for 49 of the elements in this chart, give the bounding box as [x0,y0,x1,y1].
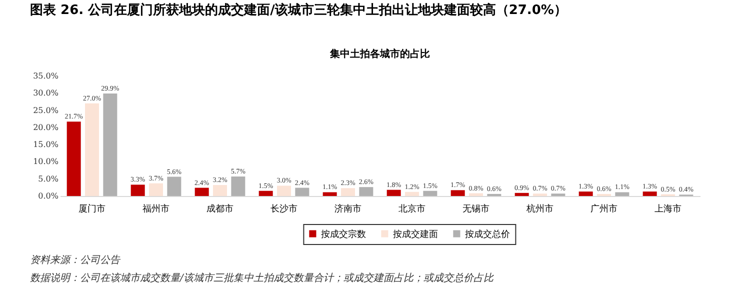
legend-label: 按成交建面 [393,228,438,240]
bar [231,176,246,196]
bar [359,187,374,196]
bar [386,190,401,196]
bar [194,188,209,196]
bar [149,183,163,196]
bar [642,192,657,196]
x-tick-label: 广州市 [590,204,618,214]
y-tick-label: 15.0% [33,140,59,150]
x-tick-label: 济南市 [334,204,362,214]
y-tick-label: 25.0% [33,106,59,115]
x-tick-label: 上海市 [654,204,682,214]
x-tick-label: 福州市 [142,204,170,214]
x-tick-label: 厦门市 [78,204,106,214]
y-tick-label: 20.0% [33,122,59,132]
y-tick-label: 10.0% [33,157,59,166]
bar [514,192,529,196]
chart-subtitle: 集中土拍各城市的占比 [329,48,430,60]
chart-title: 图表 26. 公司在厦门所获地块的成交建面/该城市三轮集中土拍出让地块建面较高（27.0%） [30,2,567,18]
x-tick-label: 长沙市 [270,204,298,214]
bar [103,93,118,196]
x-tick-label: 杭州市 [526,204,554,214]
bar [423,190,438,196]
bar [615,192,630,196]
bar [130,184,145,196]
y-tick-label: 35.0% [33,72,59,80]
bar [167,176,182,196]
bar [341,188,355,196]
text: 数据说明：公司在该城市成交数量/该城市三批集中土拍成交数量合计；或成交建面占比；或成交总价占比 [30,272,494,284]
x-tick-label: 成都市 [206,204,234,214]
legend-label: 按成交宗数 [321,228,366,240]
y-tick-label: 0.0% [38,192,59,200]
legend-label: 按成交总价 [465,228,510,240]
x-tick-label: 无锡市 [462,204,490,214]
bar [66,122,81,196]
bar [578,192,593,196]
x-tick-label: 北京市 [398,204,426,214]
bar [405,192,419,196]
bar [450,190,465,196]
bar [277,186,291,196]
bar [213,185,227,196]
bar [469,193,483,196]
bar [85,103,99,196]
bar [295,188,310,196]
y-tick-label: 30.0% [33,88,59,98]
bar [322,192,337,196]
y-tick-label: 5.0% [38,174,59,184]
text: 资料来源：公司公告 [30,254,121,266]
bar [258,190,273,196]
